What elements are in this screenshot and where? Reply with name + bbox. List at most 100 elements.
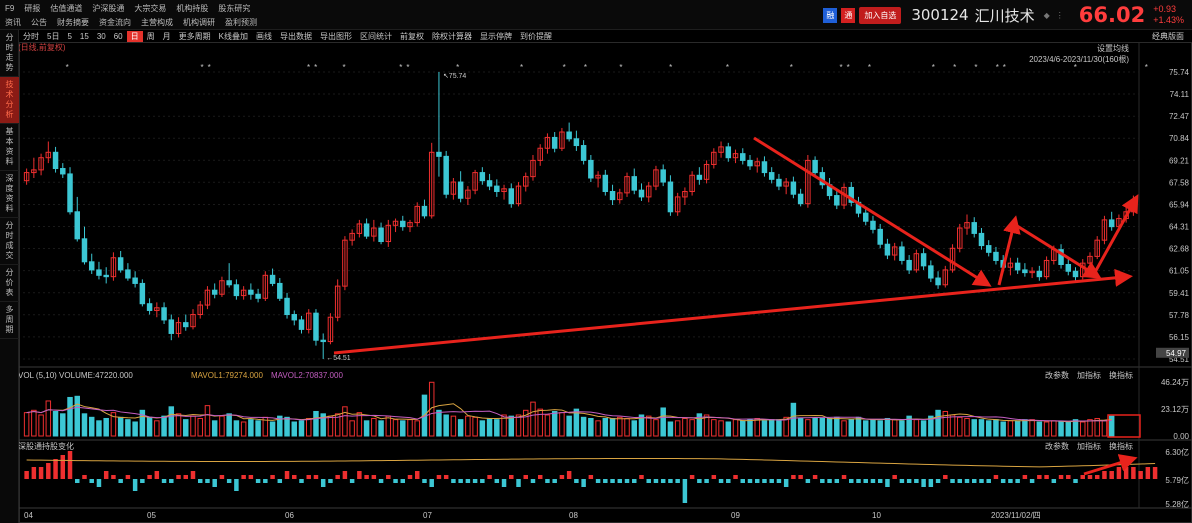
toolbar-item-1[interactable]: 5日	[47, 31, 60, 41]
holdings-bar-79	[595, 479, 601, 483]
sidebar-item-4[interactable]: 分时成交	[0, 218, 19, 265]
volume-bar-49	[378, 420, 384, 437]
more-icon[interactable]: ⋮	[1055, 10, 1064, 20]
candle-body-57	[436, 151, 442, 157]
toolbar-item-10[interactable]: K线叠加	[218, 31, 248, 41]
menu-item2-3[interactable]: 资金流向	[99, 17, 131, 27]
holdings-bar-125	[928, 479, 934, 487]
volume-bar-113	[841, 420, 847, 437]
candle-body-29	[233, 284, 240, 297]
volume-bar-8	[81, 413, 88, 437]
holdings-bar-145	[1073, 479, 1078, 483]
candle-body-39	[305, 312, 312, 330]
volume-bar-56	[428, 381, 435, 437]
holdings-bar-114	[849, 479, 854, 483]
holdings-bar-156	[1152, 467, 1158, 479]
candle-body-90	[674, 196, 681, 213]
candle-body-18	[154, 307, 160, 311]
toolbar-item-8[interactable]: 月	[162, 31, 171, 41]
sidebar-item-6[interactable]: 多周期	[0, 302, 19, 339]
sidebar-item-1[interactable]: 技术分析	[0, 77, 19, 124]
candle-body-127	[942, 269, 949, 286]
volume-bar-6	[67, 396, 73, 437]
candle-body-30	[240, 289, 247, 297]
breakout-arrow	[1092, 194, 1139, 275]
menu-item2-2[interactable]: 财务摘要	[57, 17, 89, 27]
holdings-bar-61	[465, 479, 471, 483]
toolbar-item-18[interactable]: 到价提醒	[519, 31, 552, 41]
toolbar-item-7[interactable]: 周	[146, 31, 155, 41]
toolbar-item-12[interactable]: 导出数据	[279, 31, 312, 41]
menu-item-2[interactable]: 估值通道	[50, 3, 83, 13]
toolbar-item-14[interactable]: 区间统计	[359, 31, 392, 41]
candle-body-19	[161, 307, 167, 321]
candle-body-51	[392, 220, 399, 226]
volume-bar-108	[805, 419, 811, 437]
sidebar-item-0[interactable]: 分时走势	[0, 30, 19, 77]
menu-item-4[interactable]: 大宗交易	[134, 3, 167, 13]
connect-badge[interactable]: 通	[841, 7, 856, 23]
holdings-tick-1: 5.79亿	[1165, 475, 1189, 485]
holdings-bar-102	[762, 479, 767, 483]
candle-body-76	[573, 138, 580, 147]
event-star-20: *	[953, 63, 956, 72]
volume-bar-87	[653, 419, 659, 437]
holdings-bar-133	[986, 479, 991, 483]
menu-item2-5[interactable]: 机构调研	[183, 17, 215, 27]
toolbar-item-9[interactable]: 更多周期	[178, 31, 211, 41]
holdings-bar-26	[212, 479, 217, 487]
volume-bar-13	[117, 416, 124, 437]
menu-item-5[interactable]: 机构持股	[176, 3, 209, 13]
candle-body-118	[877, 228, 883, 245]
menu-item-6[interactable]: 股东研究	[218, 3, 251, 13]
holdings-bar-58	[443, 475, 449, 479]
menu-item2-4[interactable]: 主营构成	[141, 17, 173, 27]
volume-bar-109	[812, 417, 818, 437]
holdings-bar-81	[610, 479, 615, 483]
prev-stock-icon[interactable]: ◆	[1043, 10, 1050, 20]
volume-bar-70	[530, 401, 536, 437]
toolbar-item-3[interactable]: 15	[79, 31, 89, 41]
toolbar-item-15[interactable]: 前复权	[399, 31, 424, 41]
menu-item2-6[interactable]: 盈利预测	[225, 17, 257, 27]
toolbar-item-11[interactable]: 画线	[255, 31, 272, 41]
toolbar-item-17[interactable]: 显示停牌	[479, 31, 512, 41]
candle-body-81	[609, 191, 616, 201]
layout-settings-button[interactable]: 经典版面	[1152, 31, 1184, 41]
toolbar-item-2[interactable]: 5	[67, 31, 72, 41]
volume-bar-76	[573, 408, 580, 437]
holdings-bar-21	[176, 475, 181, 479]
candle-body-60	[457, 181, 464, 199]
toolbar-item-13[interactable]: 导出图形	[319, 31, 352, 41]
sidebar-item-3[interactable]: 深度资料	[0, 171, 19, 218]
candle-body-13	[117, 257, 124, 271]
menu-row-2: 资讯 公告 财务摘要 资金流向 主营构成 机构调研 盈利预测	[0, 15, 262, 29]
toolbar-item-0[interactable]: 分时	[23, 31, 39, 41]
volume-bar-136	[1007, 420, 1014, 437]
sidebar-item-5[interactable]: 分价表	[0, 265, 19, 302]
volume-bar-132	[978, 419, 985, 437]
menu-item-1[interactable]: 研报	[24, 3, 41, 13]
toolbar-item-5[interactable]: 60	[113, 31, 123, 41]
volume-bar-4	[52, 410, 59, 437]
toolbar-item-16[interactable]: 除权计算器	[431, 31, 472, 41]
volume-bar-28	[226, 413, 232, 437]
candle-body-96	[718, 146, 724, 153]
menu-item2-0[interactable]: 资讯	[5, 17, 21, 27]
volume-bar-9	[88, 416, 95, 437]
holdings-bar-110	[820, 479, 825, 483]
menu-item2-1[interactable]: 公告	[31, 17, 47, 27]
sidebar-item-2[interactable]: 基本资料	[0, 124, 19, 171]
holdings-bar-43	[335, 475, 340, 479]
chart-mode-label: (日线,前复权)	[19, 42, 66, 52]
add-watchlist-button[interactable]: 加入自选	[859, 6, 902, 24]
volume-bar-94	[703, 414, 710, 437]
candle-body-20	[168, 319, 175, 334]
menu-item-3[interactable]: 沪深股通	[92, 3, 125, 13]
candle-body-131	[971, 222, 977, 234]
toolbar-item-4[interactable]: 30	[96, 31, 106, 41]
margin-badge[interactable]: 融	[823, 7, 838, 23]
menu-item-0[interactable]: F9	[5, 3, 15, 13]
toolbar-item-6[interactable]: 日	[126, 30, 143, 42]
